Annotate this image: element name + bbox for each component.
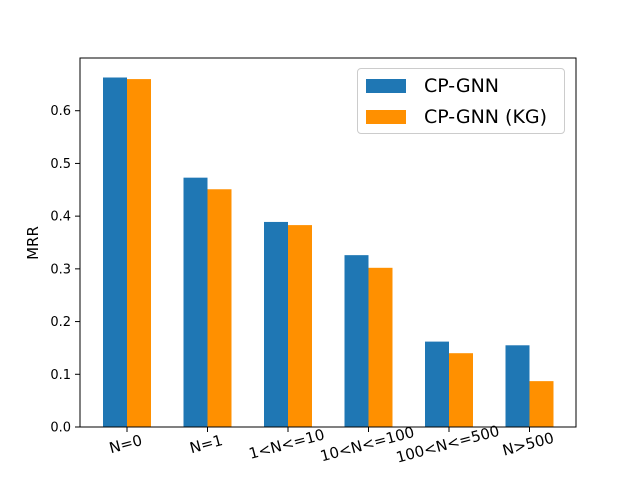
legend-label-cp-gnn-kg: CP-GNN (KG) bbox=[424, 106, 548, 128]
y-axis: 0.0 0.1 0.2 0.3 0.4 0.5 0.6 bbox=[50, 104, 80, 436]
bar-cp-gnn-2 bbox=[264, 221, 288, 427]
x-tick-label: N=1 bbox=[188, 431, 225, 457]
bar-cp-gnn-1 bbox=[183, 177, 208, 427]
legend-item-cp-gnn-kg: CP-GNN (KG) bbox=[366, 105, 547, 129]
bar-cp-gnn-0 bbox=[103, 77, 127, 428]
legend-swatch-cp-gnn-kg bbox=[366, 110, 406, 124]
bar-cp-gnn-3 bbox=[344, 255, 369, 427]
y-tick-label: 0.5 bbox=[50, 157, 71, 172]
bar-cp-gnn-kg-2 bbox=[288, 225, 312, 427]
y-tick-label: 0.1 bbox=[50, 368, 71, 383]
x-tick-label: N>500 bbox=[501, 429, 556, 460]
y-tick-label: 0.4 bbox=[50, 210, 71, 225]
bar-cp-gnn-kg-3 bbox=[368, 267, 393, 427]
legend-label-cp-gnn: CP-GNN bbox=[424, 75, 500, 97]
legend-swatch-cp-gnn bbox=[366, 79, 406, 93]
y-tick-label: 0.6 bbox=[50, 104, 71, 119]
bar-cp-gnn-4 bbox=[425, 341, 449, 427]
y-tick-label: 0.0 bbox=[50, 421, 71, 436]
bars-layer bbox=[103, 77, 554, 428]
y-axis-label: MRR bbox=[24, 226, 42, 260]
plot-frame bbox=[79, 57, 577, 428]
y-tick-label: 0.2 bbox=[50, 315, 71, 330]
y-tick-label: 0.3 bbox=[50, 262, 71, 277]
bar-cp-gnn-kg-4 bbox=[449, 353, 473, 427]
legend-item-cp-gnn: CP-GNN bbox=[366, 74, 499, 98]
x-tick-label: N=0 bbox=[107, 431, 144, 457]
legend: CP-GNN CP-GNN (KG) bbox=[357, 68, 565, 134]
bar-cp-gnn-5 bbox=[505, 345, 530, 427]
bar-cp-gnn-kg-5 bbox=[529, 381, 554, 427]
bar-cp-gnn-kg-1 bbox=[207, 189, 232, 427]
x-tick-label: 1<N<=10 bbox=[247, 425, 327, 462]
bar-cp-gnn-kg-0 bbox=[127, 79, 151, 427]
